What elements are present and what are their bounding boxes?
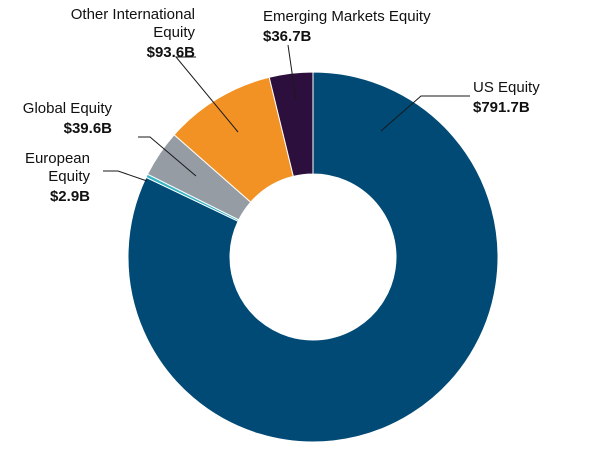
leader-us-equity <box>380 95 470 132</box>
leader-european-equity <box>103 170 148 182</box>
slice-labels: US Equity $791.7B Emerging Markets Equit… <box>23 6 540 205</box>
label-other-international-line2: Equity <box>153 24 195 41</box>
label-other-international-value: $93.6B <box>147 44 196 61</box>
slice-emerging-markets-equity <box>268 71 314 177</box>
label-us-equity-name: US Equity <box>473 79 540 96</box>
leader-lines <box>103 44 470 182</box>
label-emerging-markets-value: $36.7B <box>263 28 312 45</box>
label-us-equity-value: $791.7B <box>473 99 530 116</box>
leader-emerging-markets <box>287 44 297 101</box>
leader-global-equity <box>138 136 197 177</box>
label-european-equity-line2: Equity <box>48 168 90 185</box>
label-european-equity-value: $2.9B <box>50 188 90 205</box>
label-european-equity-line1: European <box>25 150 90 167</box>
label-global-equity-value: $39.6B <box>64 120 113 137</box>
label-other-international-line1: Other International <box>71 6 195 23</box>
donut-slices <box>127 71 499 443</box>
slice-us-equity <box>127 71 499 443</box>
label-global-equity-name: Global Equity <box>23 100 113 117</box>
leader-other-international <box>174 56 239 133</box>
label-emerging-markets-name: Emerging Markets Equity <box>263 8 431 25</box>
